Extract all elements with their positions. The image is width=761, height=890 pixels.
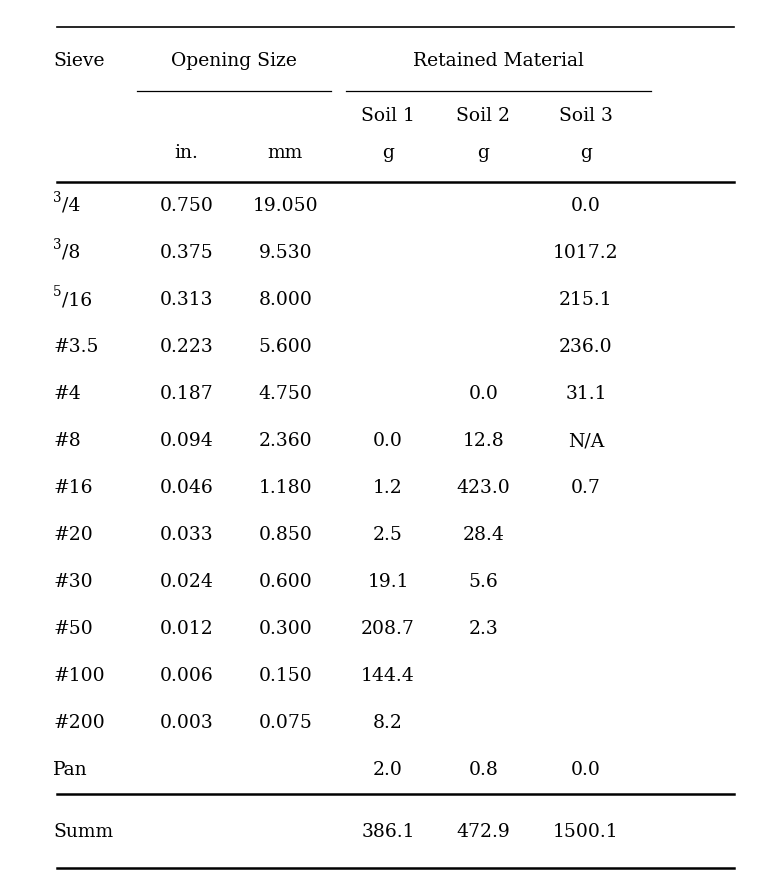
- Text: 0.003: 0.003: [160, 715, 213, 732]
- Text: 1017.2: 1017.2: [553, 244, 619, 262]
- Text: 0.0: 0.0: [571, 761, 601, 780]
- Text: 0.0: 0.0: [571, 197, 601, 215]
- Text: #4: #4: [53, 385, 81, 403]
- Text: 0.024: 0.024: [160, 573, 213, 591]
- Text: 1500.1: 1500.1: [553, 823, 619, 841]
- Text: 386.1: 386.1: [361, 823, 415, 841]
- Text: 1.2: 1.2: [373, 479, 403, 498]
- Text: 3: 3: [53, 190, 62, 205]
- Text: Pan: Pan: [53, 761, 88, 780]
- Text: #16: #16: [53, 479, 93, 498]
- Text: 2.3: 2.3: [468, 620, 498, 638]
- Text: g: g: [382, 144, 394, 162]
- Text: 1.180: 1.180: [259, 479, 312, 498]
- Text: 236.0: 236.0: [559, 338, 613, 356]
- Text: 0.046: 0.046: [160, 479, 213, 498]
- Text: 0.0: 0.0: [468, 385, 498, 403]
- Text: #100: #100: [53, 668, 105, 685]
- Text: Summ: Summ: [53, 823, 113, 841]
- Text: 3: 3: [53, 238, 62, 252]
- Text: 4.750: 4.750: [259, 385, 312, 403]
- Text: #8: #8: [53, 433, 81, 450]
- Text: Sieve: Sieve: [53, 52, 105, 69]
- Text: Retained Material: Retained Material: [413, 52, 584, 69]
- Text: #30: #30: [53, 573, 93, 591]
- Text: g: g: [580, 144, 592, 162]
- Text: 0.012: 0.012: [160, 620, 213, 638]
- Text: 28.4: 28.4: [462, 526, 505, 544]
- Text: 2.360: 2.360: [259, 433, 312, 450]
- Text: 0.223: 0.223: [160, 338, 213, 356]
- Text: 8.000: 8.000: [259, 291, 312, 309]
- Text: in.: in.: [174, 144, 199, 162]
- Text: 0.850: 0.850: [259, 526, 312, 544]
- Text: 8.2: 8.2: [373, 715, 403, 732]
- Text: 31.1: 31.1: [565, 385, 607, 403]
- Text: g: g: [477, 144, 489, 162]
- Text: /8: /8: [62, 244, 81, 262]
- Text: Soil 1: Soil 1: [361, 107, 415, 125]
- Text: mm: mm: [268, 144, 303, 162]
- Text: 0.600: 0.600: [259, 573, 312, 591]
- Text: 19.1: 19.1: [368, 573, 409, 591]
- Text: 0.7: 0.7: [571, 479, 601, 498]
- Text: 0.375: 0.375: [160, 244, 213, 262]
- Text: 0.006: 0.006: [160, 668, 213, 685]
- Text: 5.600: 5.600: [259, 338, 312, 356]
- Text: 9.530: 9.530: [259, 244, 312, 262]
- Text: /4: /4: [62, 197, 81, 215]
- Text: 12.8: 12.8: [463, 433, 504, 450]
- Text: 0.150: 0.150: [259, 668, 312, 685]
- Text: 0.300: 0.300: [259, 620, 312, 638]
- Text: 19.050: 19.050: [253, 197, 318, 215]
- Text: #3.5: #3.5: [53, 338, 99, 356]
- Text: 5.6: 5.6: [468, 573, 498, 591]
- Text: 2.0: 2.0: [373, 761, 403, 780]
- Text: 144.4: 144.4: [361, 668, 415, 685]
- Text: 0.313: 0.313: [160, 291, 213, 309]
- Text: 423.0: 423.0: [457, 479, 510, 498]
- Text: 0.8: 0.8: [468, 761, 498, 780]
- Text: Soil 3: Soil 3: [559, 107, 613, 125]
- Text: Opening Size: Opening Size: [171, 52, 297, 69]
- Text: 0.187: 0.187: [160, 385, 213, 403]
- Text: #200: #200: [53, 715, 105, 732]
- Text: /16: /16: [62, 291, 93, 309]
- Text: Soil 2: Soil 2: [457, 107, 510, 125]
- Text: #20: #20: [53, 526, 93, 544]
- Text: 472.9: 472.9: [457, 823, 510, 841]
- Text: 0.075: 0.075: [259, 715, 312, 732]
- Text: 0.0: 0.0: [373, 433, 403, 450]
- Text: 2.5: 2.5: [373, 526, 403, 544]
- Text: 0.094: 0.094: [160, 433, 213, 450]
- Text: 0.033: 0.033: [160, 526, 213, 544]
- Text: 208.7: 208.7: [361, 620, 415, 638]
- Text: 5: 5: [53, 285, 62, 298]
- Text: 0.750: 0.750: [160, 197, 213, 215]
- Text: N/A: N/A: [568, 433, 604, 450]
- Text: 215.1: 215.1: [559, 291, 613, 309]
- Text: #50: #50: [53, 620, 93, 638]
